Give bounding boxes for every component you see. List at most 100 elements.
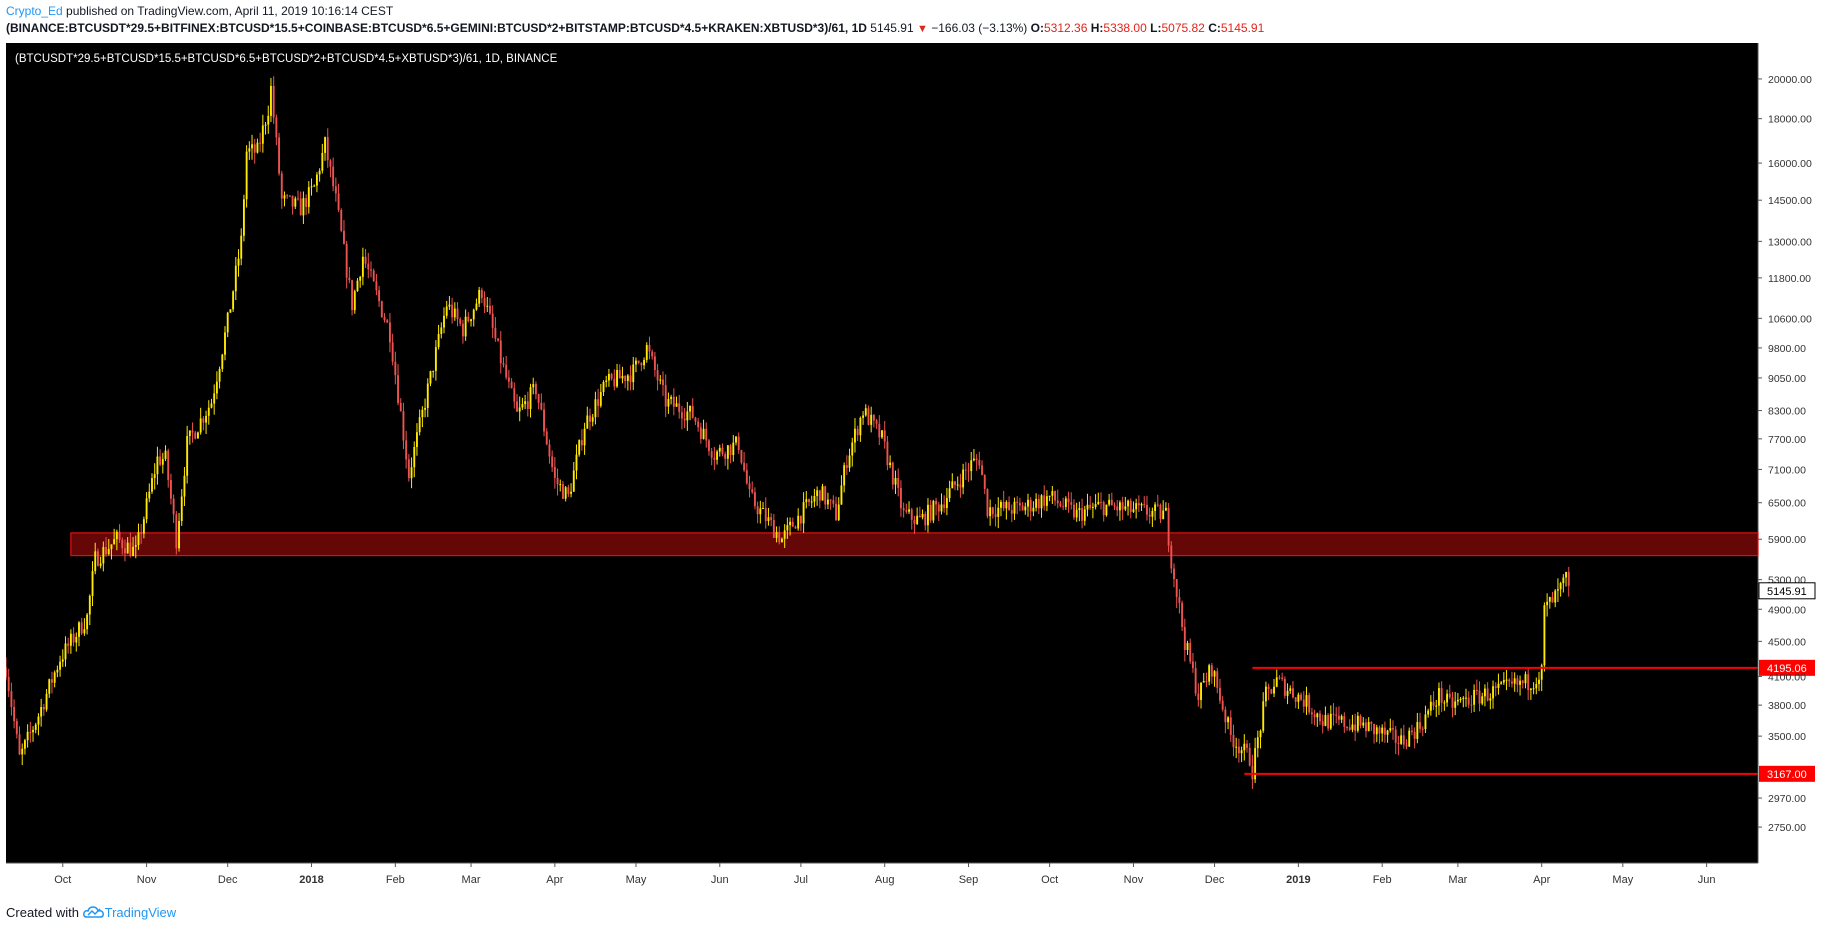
price-tick-label: 8300.00 [1768, 406, 1806, 418]
candle [278, 132, 281, 176]
candle [340, 208, 343, 233]
time-tick-label: Oct [54, 874, 71, 886]
candle [656, 363, 659, 391]
candle [859, 416, 862, 442]
candle [251, 134, 253, 160]
candle [1308, 692, 1311, 715]
candle [491, 305, 494, 339]
candle [259, 132, 262, 152]
candle [848, 448, 851, 472]
candle [1018, 497, 1021, 512]
candle [91, 561, 94, 607]
candle [448, 296, 451, 310]
tradingview-link[interactable]: TradingView [104, 905, 177, 920]
candle [1116, 499, 1119, 517]
candle [137, 523, 140, 550]
candle [794, 525, 797, 529]
candle [1362, 717, 1365, 728]
candle [510, 378, 513, 389]
candle [929, 500, 932, 523]
candle [1213, 670, 1216, 687]
candle [345, 240, 348, 289]
candle [1083, 505, 1086, 526]
candle [702, 419, 705, 440]
candle [1473, 684, 1476, 712]
candle [526, 391, 529, 417]
candle [1302, 691, 1305, 713]
candle [959, 473, 962, 498]
resistance-zone[interactable] [70, 532, 1759, 557]
candle [854, 418, 856, 453]
candle [321, 143, 324, 174]
candle [1289, 685, 1292, 694]
tradingview-cloud-icon [82, 905, 105, 923]
candle [1335, 706, 1338, 724]
candle [429, 370, 432, 387]
candle [678, 394, 681, 419]
candle [1167, 502, 1170, 553]
candle [443, 307, 445, 334]
candle [78, 621, 80, 647]
candle [478, 286, 481, 308]
candle [799, 515, 802, 532]
candle [1305, 686, 1308, 715]
candle [1232, 724, 1235, 757]
candle [1502, 672, 1505, 685]
candle [1373, 723, 1376, 744]
candle [1367, 717, 1370, 732]
candle [1389, 718, 1392, 733]
candle [183, 467, 186, 506]
time-axis[interactable]: Oct Nov Dec 2018 Feb Mar Apr May Jun Jul Aug Sep Oct… [54, 863, 1716, 886]
candle [597, 388, 600, 418]
candle [1359, 714, 1362, 729]
candle [1008, 496, 1011, 511]
candle [916, 507, 919, 526]
candle [151, 473, 153, 494]
price-axis[interactable]: 2750.00 2970.00 3500.00 3800.00 4100.00 4500.… [1758, 74, 1816, 834]
candle [489, 298, 491, 315]
candle [29, 721, 32, 743]
candle [353, 289, 356, 314]
candle [580, 429, 583, 451]
chart-area[interactable]: 4195.06 3167.00 2750.00 2970.00 3500.00 3800… [5, 43, 1818, 902]
high-label: H: [1090, 21, 1104, 35]
candle [229, 309, 232, 313]
candle [732, 434, 735, 462]
candle [562, 480, 564, 500]
candle [1273, 678, 1275, 698]
candle [1178, 589, 1181, 614]
candle [1162, 500, 1165, 520]
candle [169, 473, 172, 505]
candle [388, 313, 391, 353]
candle [432, 370, 435, 378]
candle [1497, 673, 1500, 695]
candle [753, 487, 756, 510]
candle [1465, 688, 1467, 707]
candle [878, 415, 881, 445]
candle [1346, 726, 1348, 731]
candle [1386, 729, 1389, 743]
footer: Created with TradingView [6, 905, 176, 923]
candle [1037, 494, 1040, 515]
candle [380, 300, 383, 318]
author-link[interactable]: Crypto_Ed [6, 4, 63, 18]
candle [781, 537, 783, 543]
candle [1370, 721, 1373, 731]
price-chart[interactable]: 4195.06 3167.00 2750.00 2970.00 3500.00 3800… [5, 43, 1818, 897]
candle [1248, 743, 1251, 767]
candle [351, 279, 354, 316]
candle [1337, 706, 1340, 726]
candle [96, 548, 99, 567]
candle [40, 698, 43, 727]
candle [467, 312, 470, 323]
candle [1024, 502, 1027, 515]
time-tick-label: Dec [218, 874, 238, 886]
candle [302, 191, 305, 224]
candle [175, 510, 178, 555]
candle [215, 371, 218, 400]
candle [1546, 593, 1549, 617]
candle [348, 267, 351, 284]
candle [567, 484, 570, 497]
candle [870, 406, 873, 433]
candle [981, 460, 983, 476]
